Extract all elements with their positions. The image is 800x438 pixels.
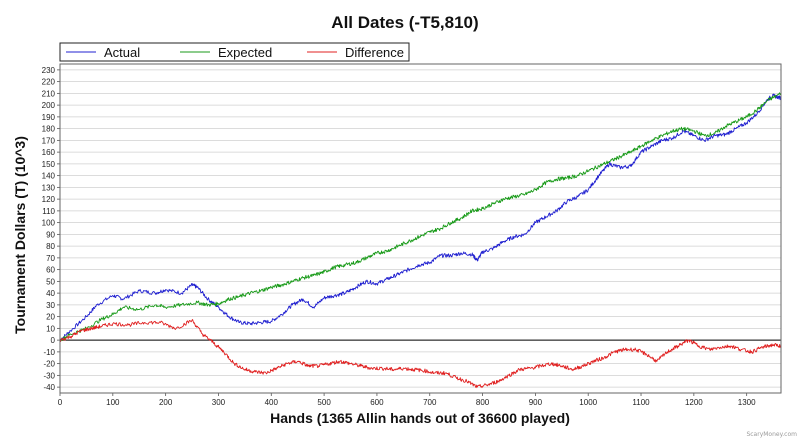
plot-area [60,64,781,393]
x-tick-label: 800 [476,398,490,407]
y-tick-label: 220 [42,78,56,87]
x-tick-label: 500 [317,398,331,407]
x-tick-label: 900 [529,398,543,407]
series-line-expected [59,92,782,342]
y-tick-label: 210 [42,89,56,98]
y-tick-label: 90 [46,230,55,239]
y-axis-title: Tournament Dollars (T) (10^3) [12,136,28,334]
y-tick-label: 0 [51,336,56,345]
y-tick-label: 70 [46,254,55,263]
legend: Actual Expected Difference [59,42,410,62]
y-tick-label: 200 [42,101,56,110]
y-tick-label: 80 [46,242,55,251]
x-tick-label: 300 [212,398,226,407]
x-tick-label: 400 [265,398,279,407]
y-tick-label: 20 [46,313,55,322]
y-tick-label: 180 [42,125,56,134]
y-tick-label: 140 [42,172,56,181]
x-tick-label: 0 [58,398,63,407]
y-tick-label: 50 [46,277,55,286]
y-tick-label: 150 [42,160,56,169]
y-tick-label: 40 [46,289,55,298]
y-tick-label: -20 [43,360,55,369]
y-tick-label: -30 [43,371,55,380]
x-axis-ticks: 0 100 200 300 400 500 600 700 800 900 1000 1100 1200… [58,393,756,407]
y-tick-label: -40 [43,383,55,392]
y-tick-label: 130 [42,183,56,192]
x-tick-label: 1000 [579,398,597,407]
y-tick-label: -10 [43,348,55,357]
x-tick-label: 200 [159,398,173,407]
series-line-difference [59,319,782,389]
y-tick-label: 100 [42,219,56,228]
x-tick-label: 100 [106,398,120,407]
y-tick-label: 110 [42,207,55,216]
x-axis-title: Hands (1365 Allin hands out of 36600 pla… [270,410,570,426]
gridlines: -40 -30 -20 -10 0 10 20 30 40 50 60 70 80 90 100 110 120… [42,66,781,392]
legend-label-difference: Difference [345,45,404,60]
y-tick-label: 190 [42,113,56,122]
y-tick-label: 230 [42,66,56,75]
y-tick-label: 160 [42,148,56,157]
legend-label-expected: Expected [218,45,272,60]
y-tick-label: 30 [46,301,55,310]
chart-title: All Dates (-T5,810) [331,13,478,32]
x-tick-label: 700 [423,398,437,407]
y-tick-label: 170 [42,136,56,145]
y-tick-label: 10 [46,324,55,333]
y-tick-label: 120 [42,195,56,204]
series-group [59,92,782,389]
legend-label-actual: Actual [104,45,140,60]
series-line-actual [59,93,782,341]
watermark: ScaryMoney.com [746,431,797,438]
legend-box [59,42,410,62]
x-tick-label: 1300 [738,398,756,407]
x-tick-label: 1100 [632,398,650,407]
x-tick-label: 1200 [685,398,703,407]
y-tick-label: 60 [46,266,55,275]
x-tick-label: 600 [370,398,384,407]
plot-border [59,63,782,394]
